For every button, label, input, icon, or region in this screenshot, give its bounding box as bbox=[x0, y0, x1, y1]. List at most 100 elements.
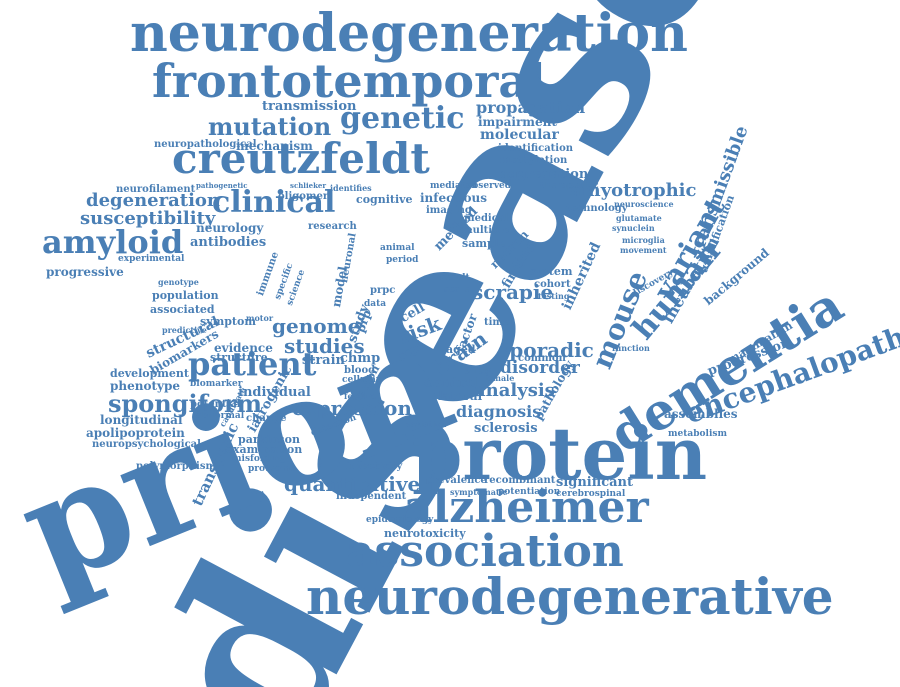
word-genetic: genetic bbox=[340, 101, 465, 136]
word-identification: identification bbox=[498, 143, 574, 154]
word-neuroscience: neuroscience bbox=[614, 199, 674, 209]
word-development: development bbox=[110, 367, 190, 380]
word-aggregation: aggregation bbox=[500, 167, 589, 182]
word-research: research bbox=[308, 221, 357, 232]
word-patient: patient bbox=[188, 345, 317, 383]
word-animal: animal bbox=[380, 243, 415, 253]
word-polymorphism: polymorphism bbox=[136, 461, 217, 472]
word-genotype: genotype bbox=[158, 277, 199, 287]
word-cohort: cohort bbox=[534, 279, 571, 290]
word-common: common bbox=[518, 353, 566, 364]
word-cognitive: cognitive bbox=[356, 193, 413, 206]
word-lateral: lateral bbox=[438, 389, 483, 403]
word-transmission: transmission bbox=[262, 99, 357, 114]
word-degeneration: degeneration bbox=[86, 190, 221, 211]
word-glutamate: glutamate bbox=[616, 213, 662, 223]
word-neurodegenerative: neurodegenerative bbox=[306, 567, 834, 626]
word-spongiform: spongiform bbox=[108, 389, 263, 418]
word-scale: scale bbox=[444, 285, 470, 295]
word-protein: protein bbox=[412, 411, 708, 496]
word-progressive: progressive bbox=[46, 265, 124, 279]
word-antibodies: antibodies bbox=[190, 235, 267, 250]
word-movement: movement bbox=[620, 245, 667, 255]
word-methylation: methylation bbox=[500, 155, 568, 166]
word-molecular: molecular bbox=[480, 127, 559, 143]
word-metabolism: metabolism bbox=[668, 429, 727, 439]
word-control: control bbox=[424, 375, 481, 391]
word-recombinant: recombinant bbox=[484, 475, 556, 486]
word-feature: feature bbox=[344, 391, 377, 401]
word-studies: studies bbox=[284, 334, 365, 358]
word-aged: aged bbox=[446, 343, 476, 356]
word-abnormal: abnormal bbox=[196, 411, 245, 421]
word-imaging: imaging bbox=[426, 205, 472, 216]
word-effect: effect bbox=[464, 367, 493, 377]
word-neurology: neurology bbox=[196, 221, 264, 235]
word-sporadic: sporadic bbox=[498, 338, 594, 362]
word-epidemiology: epidemiology bbox=[366, 515, 434, 525]
word-schlieker: schlieker bbox=[290, 181, 327, 190]
word-biomarker: biomarker bbox=[190, 379, 243, 389]
word-female: female bbox=[484, 373, 515, 383]
word-susceptibility: susceptibility bbox=[80, 208, 216, 229]
word-mutation: mutation bbox=[208, 112, 332, 141]
word-amyloid: amyloid bbox=[42, 223, 184, 261]
word-mediated: mediated bbox=[430, 181, 477, 191]
word-blood: blood bbox=[344, 365, 376, 376]
word-structure: structure bbox=[210, 351, 268, 364]
word-diagnosis: diagnosis bbox=[456, 402, 542, 421]
word-strain: strain bbox=[302, 353, 345, 368]
word-genome: genome bbox=[272, 314, 361, 338]
word-clinical: clinical bbox=[212, 185, 336, 220]
word-phenotype: phenotype bbox=[110, 379, 181, 393]
word-neurotoxicity: neurotoxicity bbox=[384, 527, 466, 540]
word-association: association bbox=[346, 526, 624, 577]
word-symptomatic: symptomatic bbox=[450, 487, 508, 497]
word-function: function bbox=[612, 343, 650, 353]
word-population: population bbox=[152, 289, 219, 302]
word-longitudinal: longitudinal bbox=[100, 413, 183, 427]
word-identifies: identifies bbox=[330, 183, 372, 193]
word-observed: observed bbox=[466, 181, 512, 191]
word-experimental: experimental bbox=[118, 254, 185, 264]
word-analysis: analysis bbox=[474, 380, 555, 401]
word-infectivity: infectivity bbox=[346, 461, 403, 472]
word-amyotrophic: amyotrophic bbox=[570, 180, 697, 201]
word-data: data bbox=[364, 299, 387, 309]
word-neurodegeneration: neurodegeneration bbox=[130, 3, 688, 64]
word-significant: significant bbox=[556, 475, 633, 490]
word-apolipoprotein: apolipoprotein bbox=[86, 426, 185, 440]
word-independent: independent bbox=[336, 491, 407, 502]
word-parkinson: parkinson bbox=[238, 433, 300, 446]
word-multiple: multiple bbox=[462, 225, 510, 236]
word-scrapie: scrapie bbox=[472, 280, 554, 304]
word-chmp: chmp bbox=[340, 351, 381, 366]
word-individual: individual bbox=[238, 385, 311, 400]
word-impairment: impairment bbox=[478, 115, 557, 129]
word-technology: technology bbox=[566, 203, 628, 214]
word-time: time bbox=[484, 317, 510, 328]
word-alzheimer: alzheimer bbox=[404, 482, 649, 533]
word-result: result bbox=[440, 273, 470, 283]
word-evidence: evidence bbox=[214, 341, 273, 355]
word-mechanism: mechanism bbox=[236, 139, 313, 153]
word-disorder: disorder bbox=[500, 358, 580, 378]
word-medical: medical bbox=[464, 213, 509, 224]
word-quantitative: quantitative bbox=[284, 472, 421, 496]
word-pathogenetic: pathogenetic bbox=[196, 181, 248, 190]
word-assemblies: assemblies bbox=[664, 407, 738, 421]
word-potential: potential bbox=[190, 399, 241, 410]
word-symptom: symptom bbox=[200, 315, 256, 328]
word-neurofilament: neurofilament bbox=[116, 184, 196, 195]
word-therapeutic: therapeutic bbox=[540, 181, 599, 191]
word-oligomer: oligomer bbox=[278, 191, 329, 202]
word-change: change bbox=[246, 413, 287, 424]
word-frontotemporal: frontotemporal bbox=[152, 54, 546, 108]
word-sclerosis: sclerosis bbox=[474, 421, 538, 436]
word-cerebrospinal: cerebrospinal bbox=[556, 489, 626, 499]
word-expression: expression bbox=[292, 396, 412, 420]
word-examination: examination bbox=[226, 443, 303, 456]
word-prpc: prpc bbox=[370, 285, 396, 296]
word-motor: motor bbox=[246, 313, 274, 323]
